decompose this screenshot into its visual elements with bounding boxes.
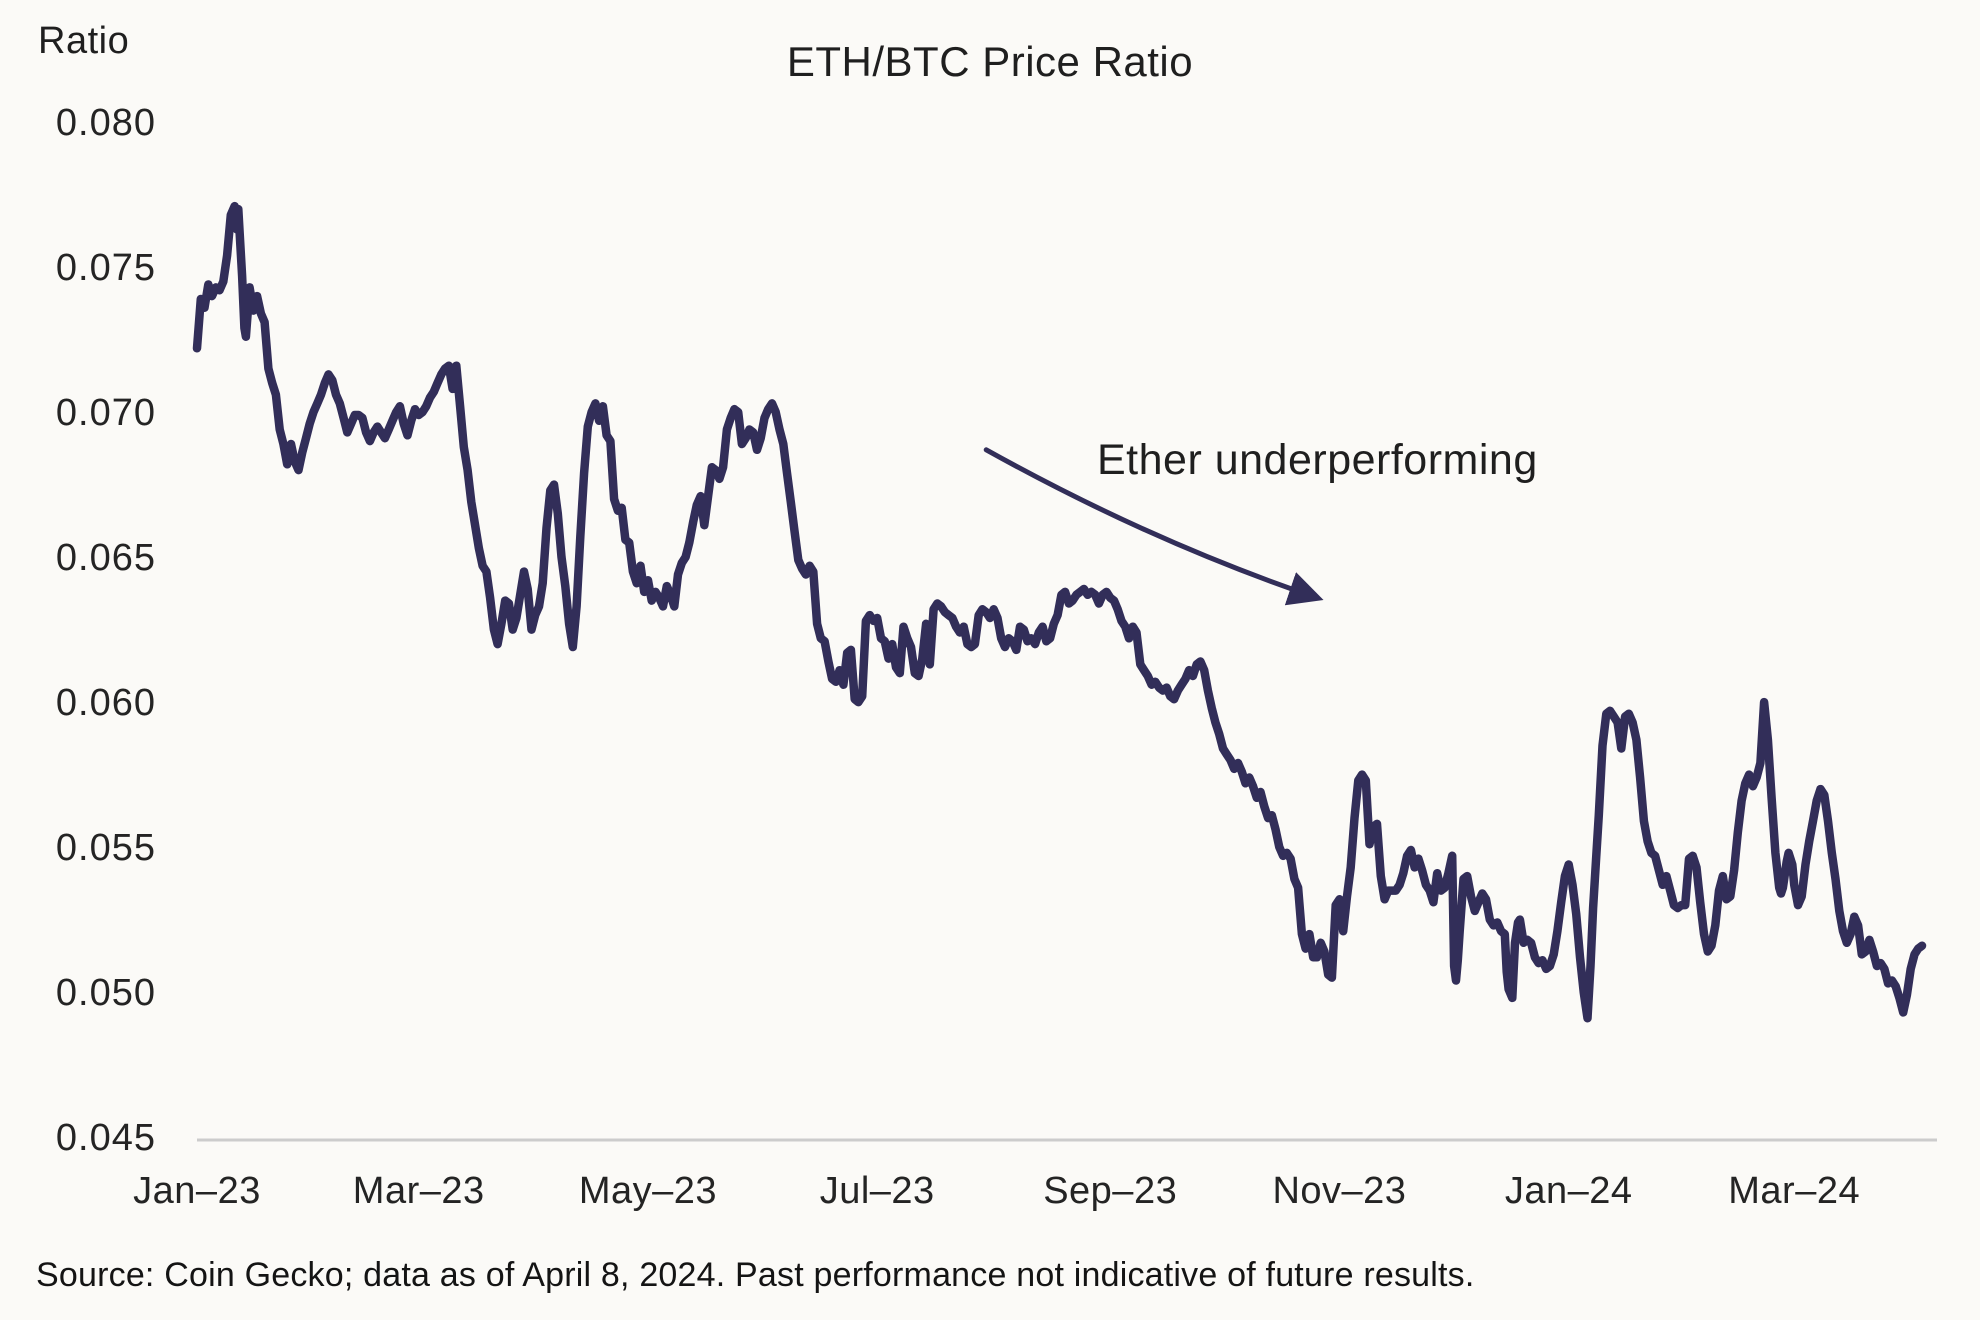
price-ratio-line — [192, 201, 1927, 1023]
x-tick-label: Mar–23 — [352, 1170, 485, 1212]
x-tick-label: Jan–23 — [133, 1170, 261, 1212]
trend-arrow — [983, 447, 1324, 606]
y-tick-label: 0.075 — [55, 247, 156, 289]
y-tick-label: 0.065 — [55, 537, 156, 579]
annotation-ether-underperforming: Ether underperforming — [1097, 436, 1538, 484]
y-tick-label: 0.045 — [55, 1117, 156, 1159]
y-axis-unit-label: Ratio — [38, 20, 130, 62]
source-note: Source: Coin Gecko; data as of April 8, … — [36, 1256, 1475, 1294]
x-tick-label: Jan–24 — [1504, 1170, 1633, 1212]
chart-title: ETH/BTC Price Ratio — [786, 38, 1194, 85]
x-tick-label: Jul–23 — [819, 1170, 935, 1212]
y-tick-label: 0.070 — [55, 392, 156, 434]
x-tick-label: Mar–24 — [1728, 1170, 1861, 1212]
y-tick-label: 0.080 — [55, 102, 156, 144]
x-tick-label: Nov–23 — [1272, 1170, 1407, 1212]
y-tick-label: 0.050 — [55, 972, 156, 1014]
y-tick-label: 0.055 — [55, 827, 156, 869]
y-tick-label: 0.060 — [55, 682, 156, 724]
x-tick-label: May–23 — [578, 1170, 718, 1212]
x-tick-label: Sep–23 — [1043, 1170, 1178, 1212]
